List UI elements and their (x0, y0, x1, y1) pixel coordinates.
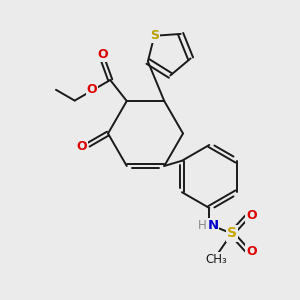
Text: S: S (150, 29, 159, 42)
Text: CH₃: CH₃ (206, 253, 228, 266)
Text: O: O (76, 140, 87, 153)
Text: N: N (207, 220, 218, 232)
Text: O: O (246, 209, 256, 222)
Text: S: S (227, 226, 237, 241)
Text: O: O (246, 245, 256, 258)
Text: O: O (98, 48, 108, 62)
Text: O: O (87, 83, 97, 96)
Text: H: H (198, 220, 207, 232)
